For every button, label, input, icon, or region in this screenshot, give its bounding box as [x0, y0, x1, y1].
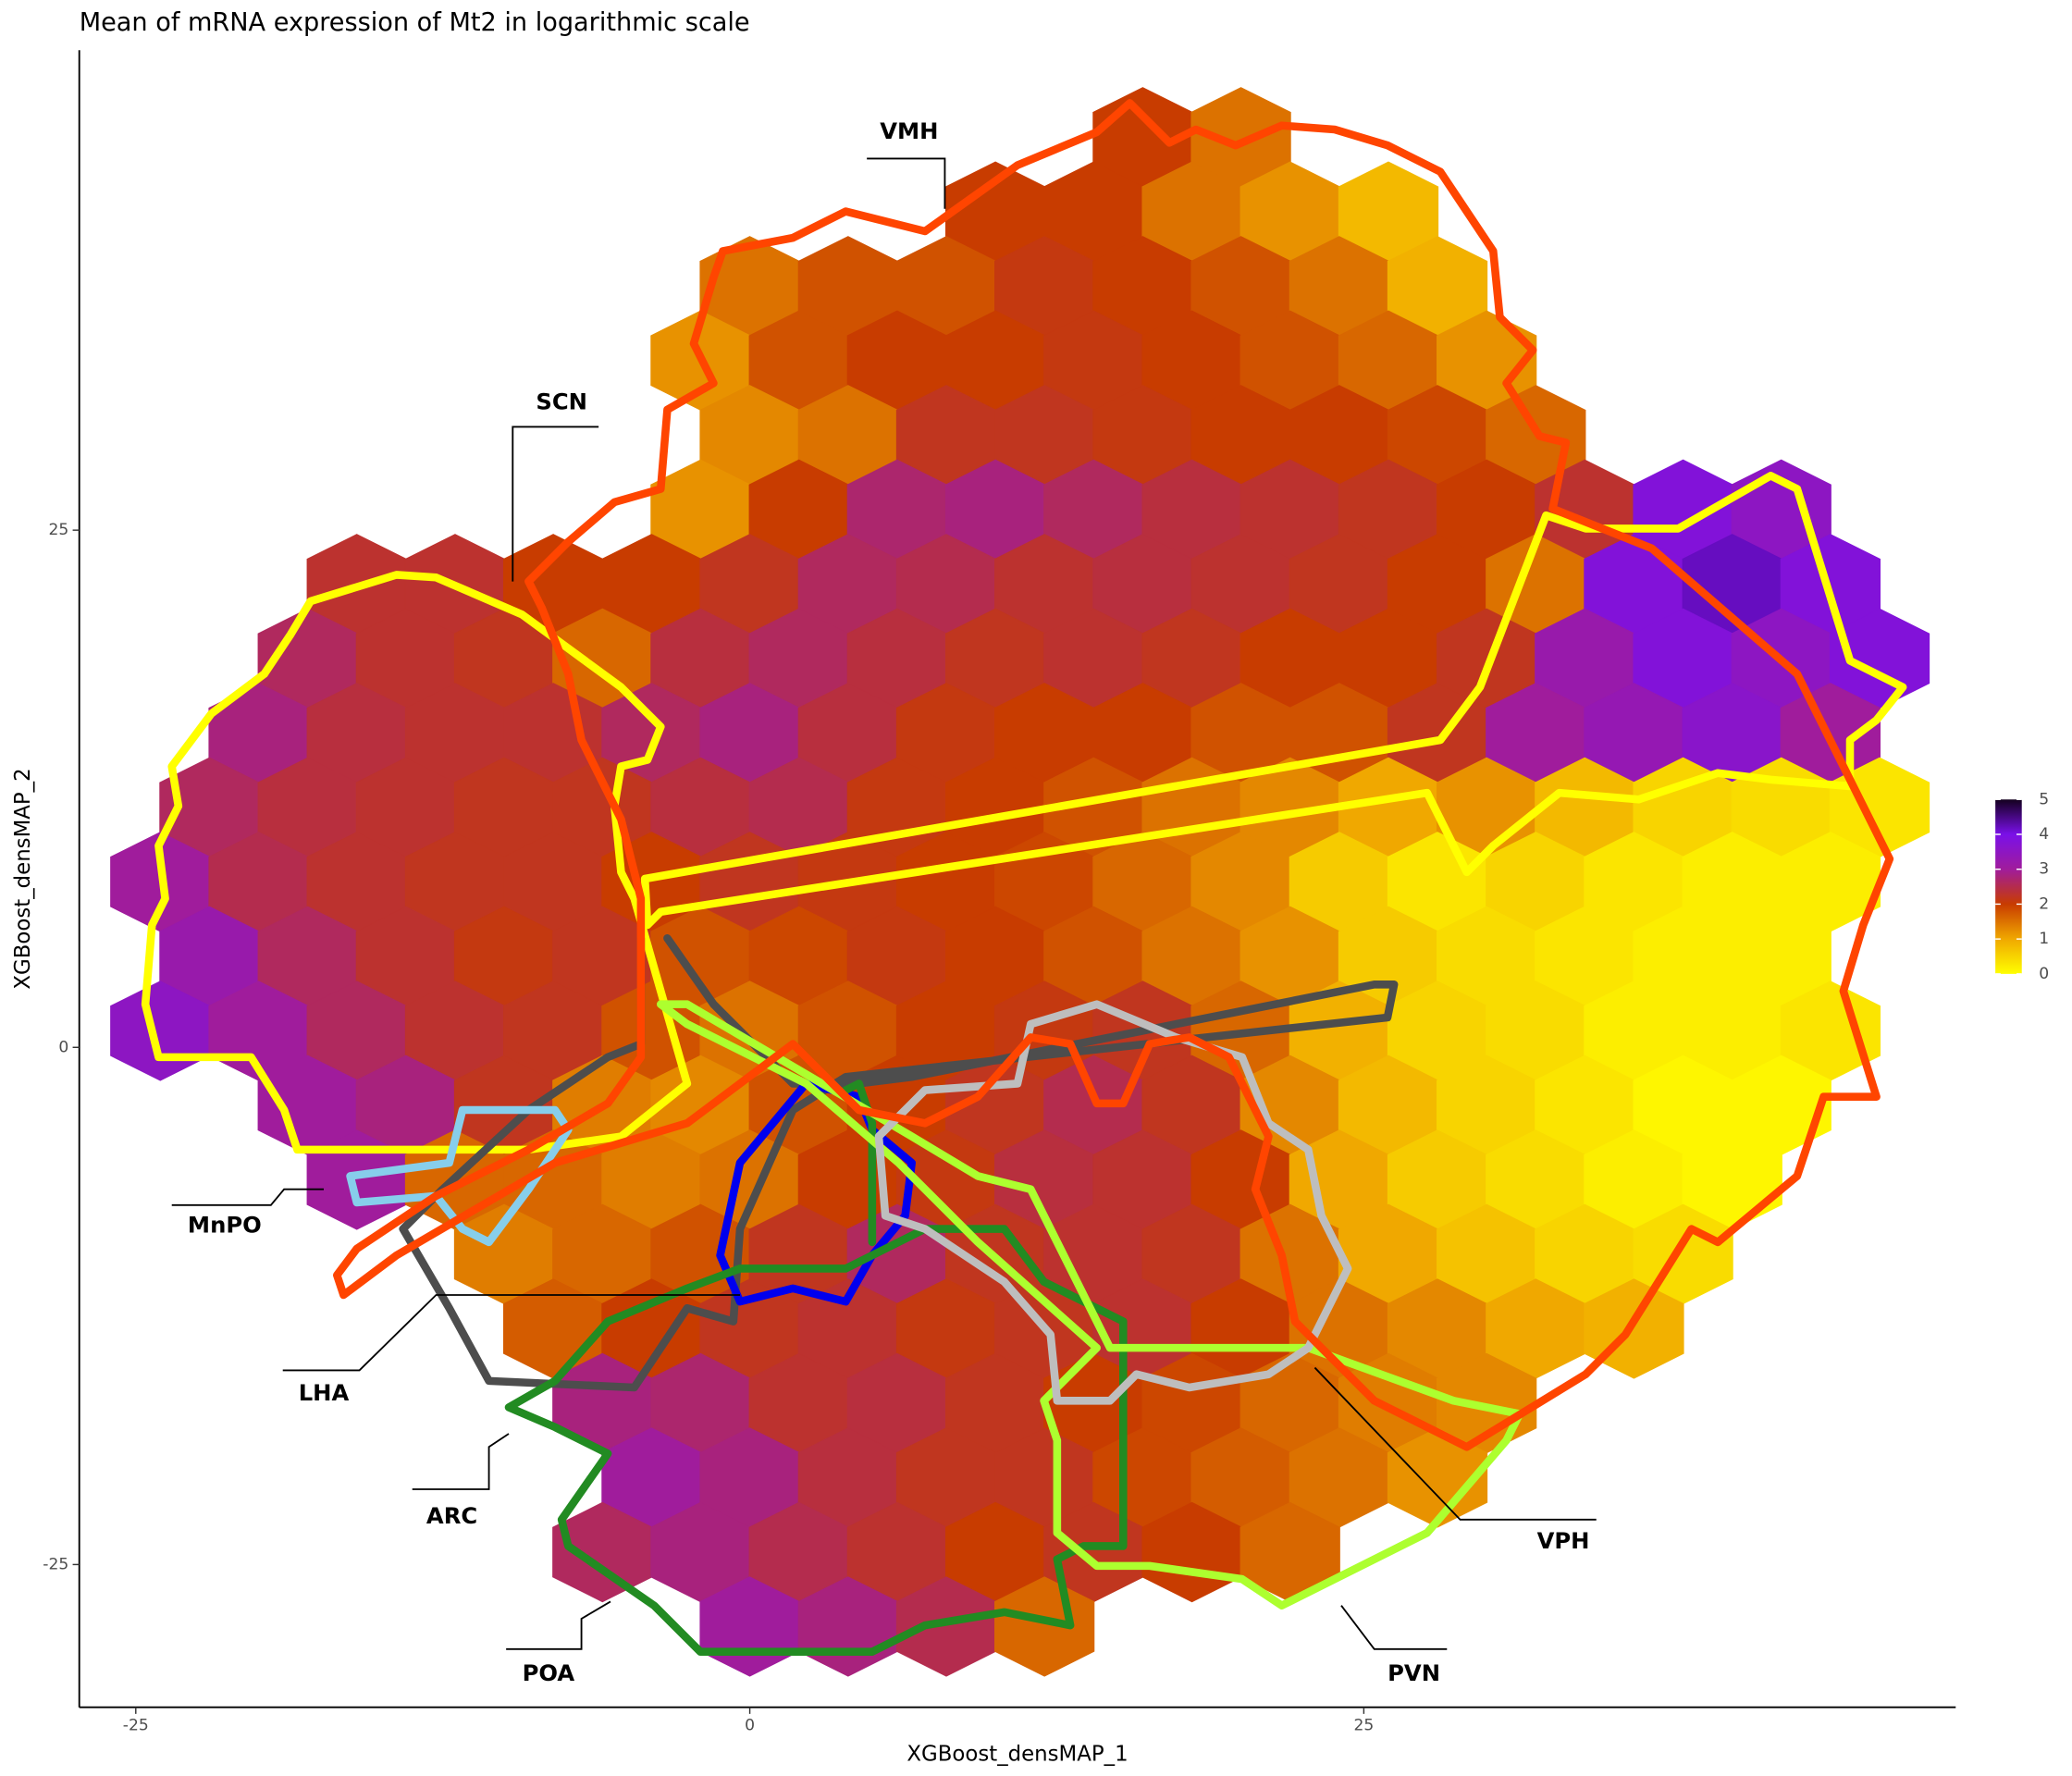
hexbin: [1387, 1427, 1488, 1528]
chart-title: Mean of mRNA expression of Mt2 in logari…: [80, 8, 750, 37]
hexbin-layer: [110, 87, 1930, 1677]
y-tick-label: 25: [48, 521, 68, 539]
outline-pvn: [657, 1000, 1524, 1610]
annotation: MnPO: [188, 1212, 262, 1239]
annotation: LHA: [299, 1379, 350, 1406]
outline-mnpo: [346, 1105, 573, 1247]
colorbar-tick-label: 5: [2039, 790, 2049, 808]
outline-vmh: [333, 99, 1894, 1451]
colorbar: [1995, 799, 2022, 974]
colorbar-tick-label: 1: [2039, 930, 2049, 948]
leader-line: [506, 1600, 611, 1650]
outline-lha: [399, 934, 1399, 1392]
outline-poa: [504, 1079, 1128, 1656]
region-outlines: [141, 99, 1907, 1656]
colorbar-tick-label: 2: [2039, 894, 2049, 913]
annotation: VMH: [880, 117, 938, 144]
leader-line: [1340, 1605, 1448, 1650]
annotation: SCN: [536, 388, 587, 415]
leader-line: [171, 1188, 324, 1206]
colorbar-tick-label: 3: [2039, 860, 2049, 879]
outline-arc: [716, 1079, 917, 1306]
y-tick-label: 0: [58, 1038, 68, 1056]
leader-line: [412, 1433, 510, 1490]
leader-line: [867, 157, 946, 209]
leader-line: [1314, 1366, 1597, 1521]
annotation-leaders: [171, 157, 1597, 1650]
x-axis-title: XGBoost_densMAP_1: [906, 1743, 1128, 1767]
outline-scn: [141, 571, 692, 1154]
outline-band: [640, 472, 1907, 930]
colorbar-tick-label: 0: [2039, 965, 2049, 983]
colorbar-tick-label: 4: [2039, 825, 2049, 844]
x-tick-label: 0: [745, 1717, 755, 1735]
annotation: POA: [523, 1659, 575, 1686]
leader-line: [512, 426, 599, 582]
annotation: PVN: [1388, 1659, 1440, 1686]
annotation: VPH: [1537, 1527, 1590, 1554]
outline-vph: [874, 1000, 1352, 1405]
y-tick-label: -25: [43, 1555, 68, 1573]
x-tick-label: 25: [1353, 1717, 1374, 1735]
x-tick-label: -25: [123, 1717, 149, 1735]
y-axis-title: XGBoost_densMAP_2: [11, 768, 35, 989]
annotation: ARC: [426, 1502, 477, 1529]
leader-line: [282, 1294, 740, 1372]
